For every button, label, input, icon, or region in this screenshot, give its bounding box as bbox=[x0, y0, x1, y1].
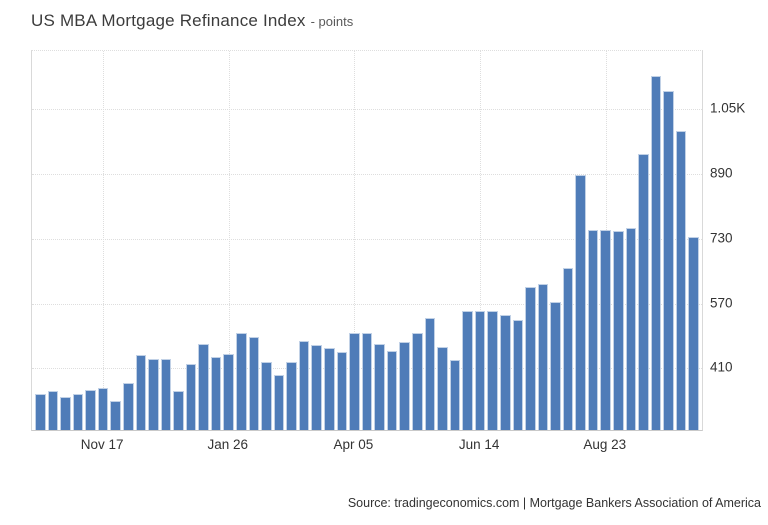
bar[interactable] bbox=[273, 374, 285, 430]
bar[interactable] bbox=[135, 355, 147, 430]
bar[interactable] bbox=[437, 347, 448, 430]
bar[interactable] bbox=[261, 362, 272, 430]
bar[interactable] bbox=[600, 229, 612, 430]
bar[interactable] bbox=[148, 359, 159, 430]
bar[interactable] bbox=[487, 311, 498, 430]
y-tick-label: 1.05K bbox=[710, 100, 746, 116]
x-tick-label: Apr 05 bbox=[333, 437, 374, 452]
bar[interactable] bbox=[537, 284, 549, 430]
bar[interactable] bbox=[210, 357, 222, 430]
bar[interactable] bbox=[35, 393, 46, 430]
y-gridline bbox=[32, 108, 702, 110]
bar[interactable] bbox=[424, 317, 436, 430]
y-gridline bbox=[32, 238, 702, 240]
y-axis: 410 570 730 890 1.05K bbox=[710, 50, 766, 429]
bar[interactable] bbox=[638, 153, 649, 430]
x-gridline bbox=[480, 51, 482, 430]
bar[interactable] bbox=[198, 344, 209, 430]
bar[interactable] bbox=[122, 383, 134, 430]
x-tick-label: Jun 14 bbox=[458, 437, 500, 452]
bar[interactable] bbox=[663, 90, 674, 430]
bar[interactable] bbox=[361, 332, 373, 430]
bar[interactable] bbox=[349, 332, 360, 430]
bar[interactable] bbox=[223, 353, 235, 430]
x-gridline bbox=[354, 51, 356, 430]
bar[interactable] bbox=[298, 340, 310, 430]
chart-title: US MBA Mortgage Refinance Index bbox=[31, 11, 306, 30]
bar[interactable] bbox=[399, 342, 410, 430]
plot-area bbox=[31, 50, 703, 431]
bar[interactable] bbox=[311, 345, 322, 430]
bar[interactable] bbox=[286, 362, 297, 430]
y-tick-label: 730 bbox=[710, 230, 733, 246]
bar[interactable] bbox=[47, 390, 59, 430]
bar[interactable] bbox=[562, 267, 574, 430]
bar[interactable] bbox=[512, 320, 524, 430]
bar[interactable] bbox=[236, 332, 247, 430]
bar[interactable] bbox=[336, 352, 348, 430]
bar[interactable] bbox=[550, 302, 561, 430]
bar[interactable] bbox=[185, 363, 197, 430]
bar[interactable] bbox=[160, 359, 172, 430]
bar[interactable] bbox=[613, 230, 624, 430]
x-gridline bbox=[103, 51, 105, 430]
bar[interactable] bbox=[575, 175, 586, 430]
x-tick-label: Jan 26 bbox=[207, 437, 249, 452]
bar[interactable] bbox=[173, 390, 184, 430]
y-gridline bbox=[32, 173, 702, 175]
bar[interactable] bbox=[525, 286, 536, 430]
bar[interactable] bbox=[386, 351, 398, 430]
bar[interactable] bbox=[474, 311, 486, 430]
y-tick-label: 570 bbox=[710, 295, 733, 311]
bar[interactable] bbox=[625, 228, 637, 430]
bar[interactable] bbox=[60, 396, 71, 430]
bar[interactable] bbox=[97, 388, 109, 430]
y-tick-label: 410 bbox=[710, 359, 733, 375]
bar[interactable] bbox=[374, 344, 385, 430]
bar[interactable] bbox=[587, 229, 599, 430]
bar[interactable] bbox=[411, 332, 423, 430]
x-gridline bbox=[228, 51, 230, 430]
y-tick-label: 890 bbox=[710, 165, 733, 181]
y-gridline bbox=[32, 303, 702, 305]
x-tick-label: Aug 23 bbox=[583, 437, 627, 452]
bar[interactable] bbox=[499, 315, 511, 430]
bar[interactable] bbox=[675, 130, 687, 430]
bar[interactable] bbox=[688, 237, 699, 430]
bar[interactable] bbox=[449, 360, 461, 430]
bar[interactable] bbox=[650, 75, 662, 430]
x-tick-label: Nov 17 bbox=[80, 437, 124, 452]
chart-header: US MBA Mortgage Refinance Index - points bbox=[31, 11, 353, 31]
bar[interactable] bbox=[324, 348, 335, 430]
source-attribution: Source: tradingeconomics.com | Mortgage … bbox=[347, 496, 761, 510]
bar[interactable] bbox=[72, 393, 84, 430]
chart-subtitle: - points bbox=[310, 14, 354, 29]
x-axis: Nov 17 Jan 26 Apr 05 Jun 14 Aug 23 bbox=[31, 437, 701, 457]
bar[interactable] bbox=[248, 336, 260, 430]
bar[interactable] bbox=[85, 389, 96, 430]
bar[interactable] bbox=[462, 311, 473, 430]
bar[interactable] bbox=[110, 400, 121, 430]
